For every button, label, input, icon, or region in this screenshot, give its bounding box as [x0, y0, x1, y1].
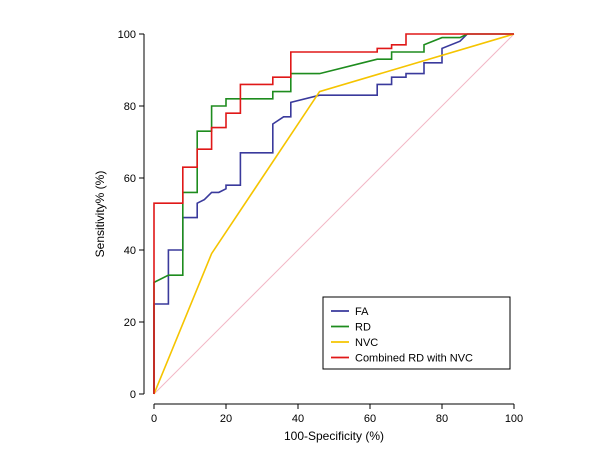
series-line-combined-rd-with-nvc — [153, 33, 514, 394]
x-axis-title: 100-Specificity (%) — [284, 429, 384, 443]
y-tick-label-80: 80 — [124, 101, 136, 113]
legend-label-rd: RD — [355, 322, 371, 334]
y-tick-label-20: 20 — [124, 317, 136, 329]
y-tick-label-40: 40 — [124, 245, 136, 257]
legend: FA RD NVC Combined RD with NVC — [322, 296, 511, 370]
x-tick-label-0: 0 — [151, 413, 157, 425]
legend-label-combined-rd-with-nvc: Combined RD with NVC — [355, 353, 473, 365]
y-tick-label-0: 0 — [130, 389, 136, 401]
legend-label-fa: FA — [355, 306, 369, 318]
x-tick-label-60: 60 — [364, 413, 376, 425]
legend-box — [322, 296, 511, 370]
y-tick-label-60: 60 — [124, 173, 136, 185]
legend-label-nvc: NVC — [355, 337, 378, 349]
x-tick-label-20: 20 — [220, 413, 232, 425]
series-line-rd — [153, 33, 514, 394]
series-line-nvc — [153, 33, 515, 395]
reference-diagonal-line — [153, 33, 515, 395]
x-tick-label-80: 80 — [436, 413, 448, 425]
series-line-fa — [153, 33, 468, 394]
y-axis-title: Sensitivity% (%) — [93, 171, 107, 258]
x-tick-label-100: 100 — [505, 413, 523, 425]
y-tick-label-100: 100 — [118, 29, 136, 41]
x-tick-label-40: 40 — [292, 413, 304, 425]
